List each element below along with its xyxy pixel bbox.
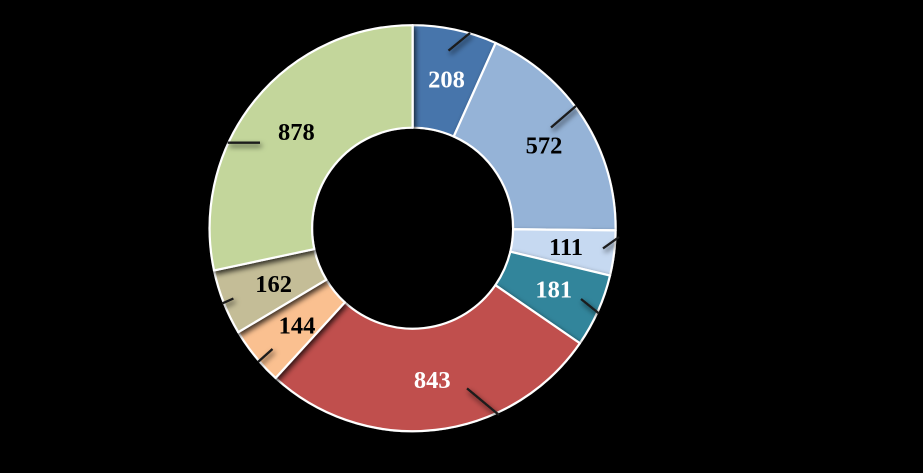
svg-text:572: 572 <box>526 133 563 160</box>
svg-text:843: 843 <box>414 367 451 394</box>
svg-text:111: 111 <box>549 234 583 261</box>
svg-text:208: 208 <box>428 67 465 94</box>
svg-text:144: 144 <box>279 312 316 339</box>
svg-text:181: 181 <box>535 277 572 304</box>
svg-text:878: 878 <box>278 119 315 146</box>
svg-text:162: 162 <box>255 271 292 298</box>
